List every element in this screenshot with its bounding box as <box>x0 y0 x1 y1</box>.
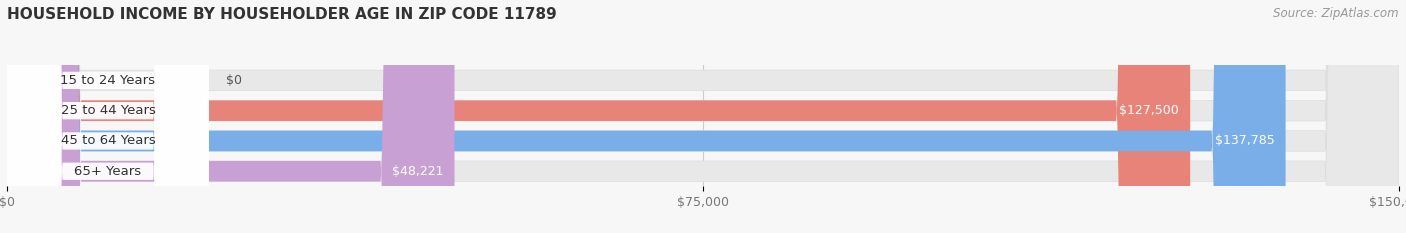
FancyBboxPatch shape <box>7 0 1399 233</box>
Text: $0: $0 <box>225 74 242 87</box>
Text: $127,500: $127,500 <box>1119 104 1180 117</box>
FancyBboxPatch shape <box>7 0 209 233</box>
Text: Source: ZipAtlas.com: Source: ZipAtlas.com <box>1274 7 1399 20</box>
FancyBboxPatch shape <box>7 0 209 233</box>
FancyBboxPatch shape <box>7 0 209 233</box>
Text: 15 to 24 Years: 15 to 24 Years <box>60 74 156 87</box>
Text: 45 to 64 Years: 45 to 64 Years <box>60 134 155 147</box>
Text: HOUSEHOLD INCOME BY HOUSEHOLDER AGE IN ZIP CODE 11789: HOUSEHOLD INCOME BY HOUSEHOLDER AGE IN Z… <box>7 7 557 22</box>
FancyBboxPatch shape <box>7 0 1285 233</box>
Text: $48,221: $48,221 <box>392 165 443 178</box>
FancyBboxPatch shape <box>7 0 209 233</box>
Text: $137,785: $137,785 <box>1215 134 1274 147</box>
FancyBboxPatch shape <box>7 0 1399 233</box>
FancyBboxPatch shape <box>7 0 1399 233</box>
FancyBboxPatch shape <box>7 0 1191 233</box>
FancyBboxPatch shape <box>7 0 454 233</box>
FancyBboxPatch shape <box>7 0 1399 233</box>
Text: 65+ Years: 65+ Years <box>75 165 142 178</box>
Text: 25 to 44 Years: 25 to 44 Years <box>60 104 156 117</box>
